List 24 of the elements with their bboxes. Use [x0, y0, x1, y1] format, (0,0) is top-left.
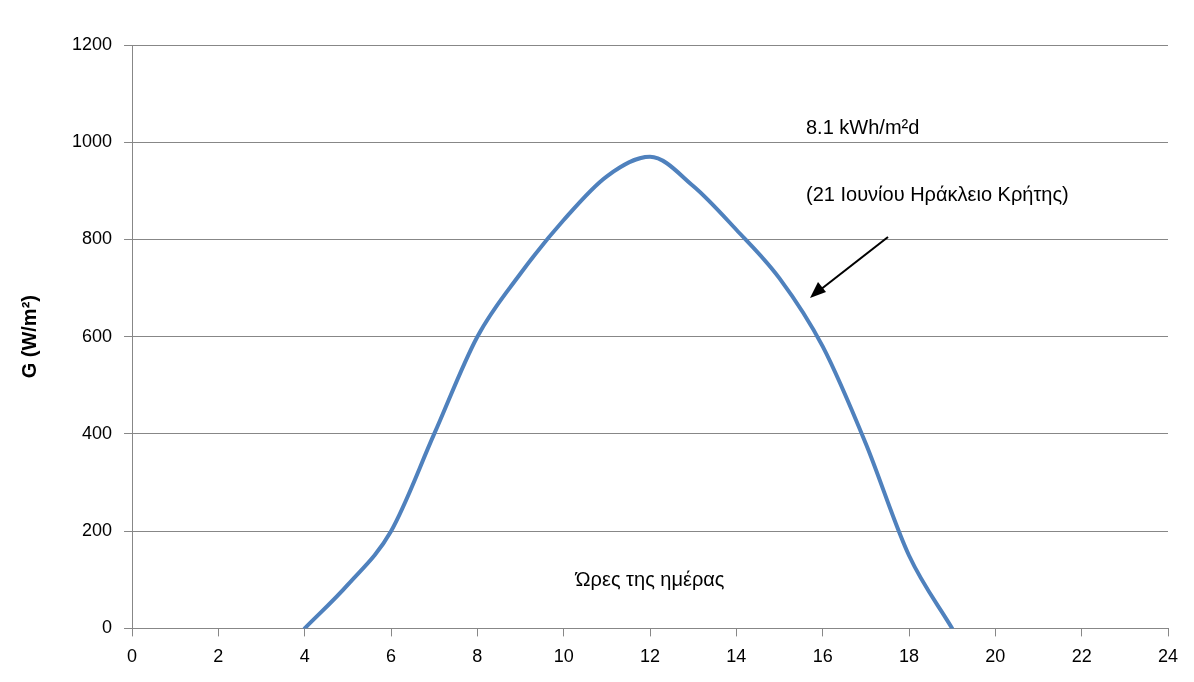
annotation: 8.1 kWh/m²d — [806, 115, 920, 138]
x-tick-label: 18 — [899, 646, 920, 667]
y-tick-label: 200 — [82, 520, 113, 541]
y-tick-label: 1200 — [72, 33, 113, 54]
x-tick-label: 12 — [640, 646, 661, 667]
annotation: (21 Ιουνίου Ηράκλειο Κρήτης) — [806, 182, 1069, 205]
y-tick-label: 600 — [82, 325, 113, 346]
x-tick-label: 24 — [1157, 646, 1179, 667]
x-tick-label: 10 — [553, 646, 574, 667]
x-tick-label: 16 — [812, 646, 833, 667]
y-tick-label: 1000 — [72, 131, 113, 152]
x-tick-label: 0 — [127, 646, 138, 667]
y-tick-label: 400 — [82, 422, 113, 443]
x-axis-title: Ώρες της ημέρας — [574, 567, 725, 590]
x-tick-label: 14 — [726, 646, 747, 667]
x-tick-label: 8 — [472, 646, 483, 667]
x-tick-label: 2 — [213, 646, 224, 667]
y-tick-label: 800 — [82, 228, 113, 249]
x-tick-label: 22 — [1071, 646, 1092, 667]
x-tick-label: 4 — [299, 646, 310, 667]
x-tick-label: 20 — [985, 646, 1006, 667]
y-axis-title: G (W/m²) — [17, 295, 40, 379]
y-tick-label: 0 — [102, 617, 113, 638]
x-tick-label: 6 — [386, 646, 397, 667]
